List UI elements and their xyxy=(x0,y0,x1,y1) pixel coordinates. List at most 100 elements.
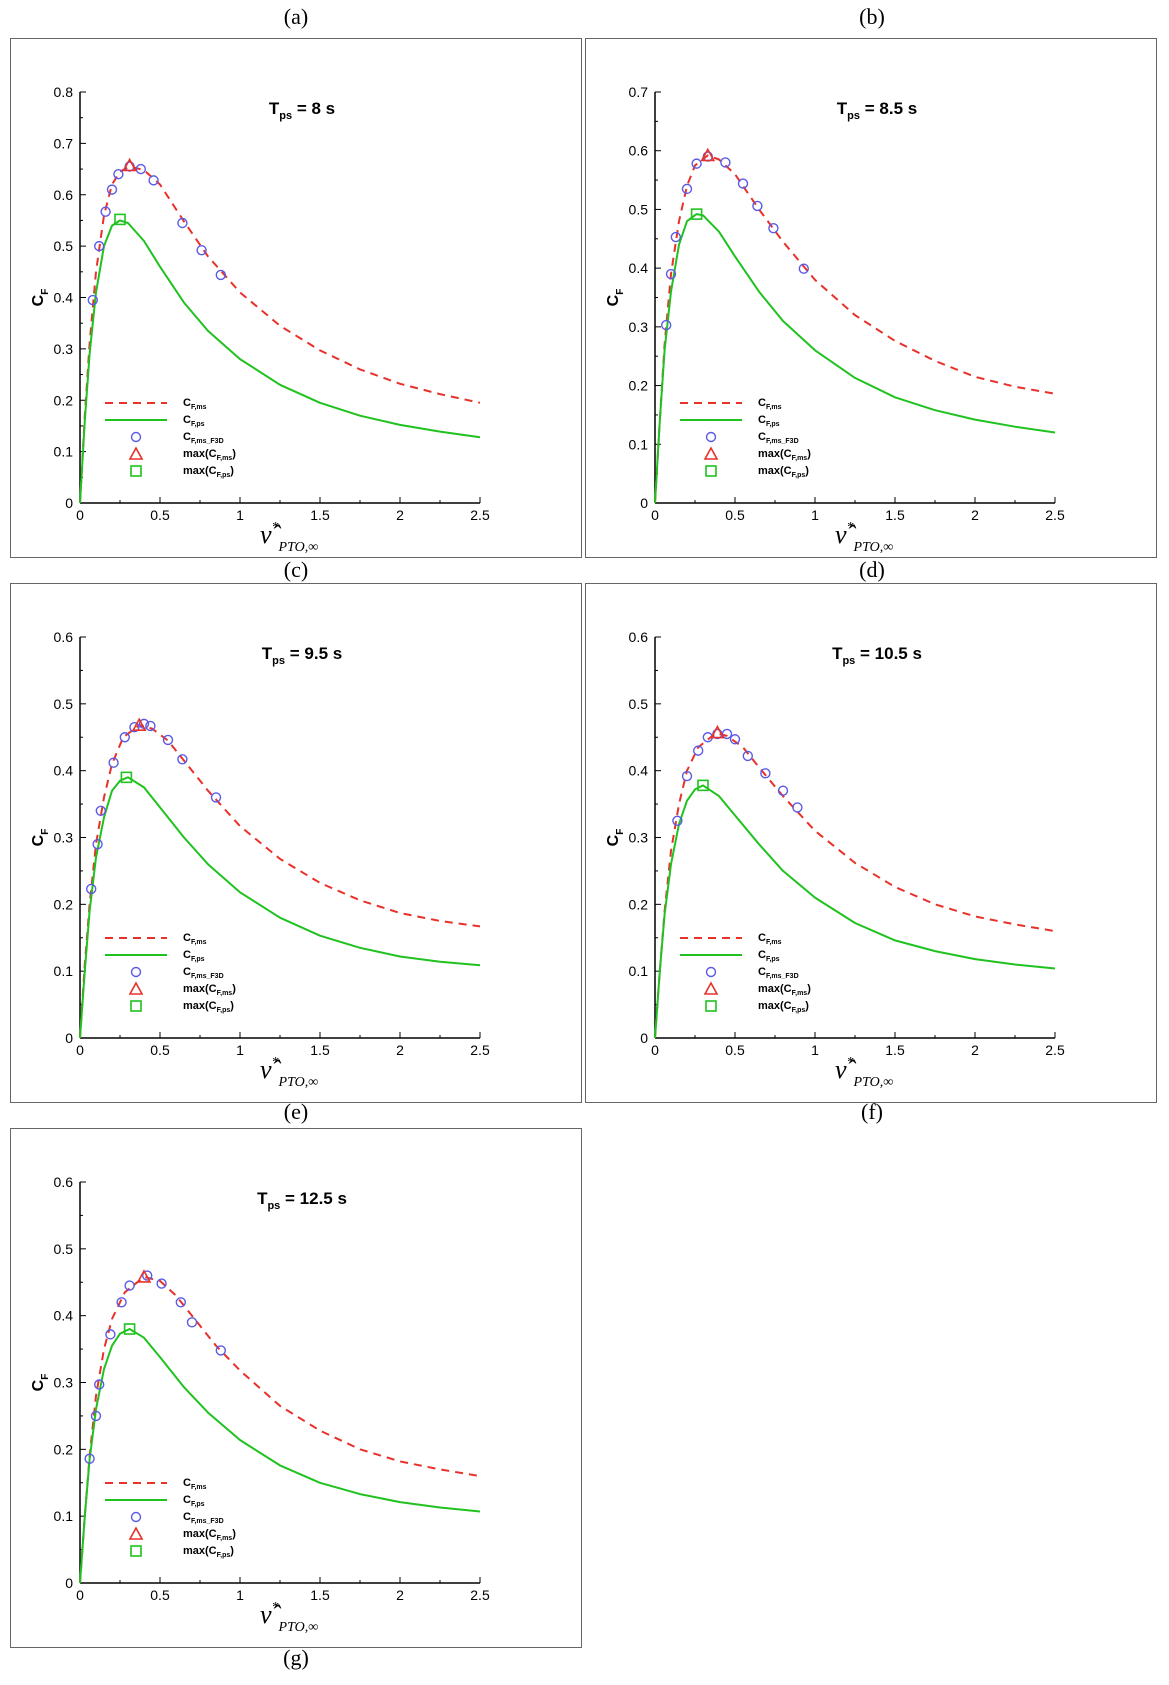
chart-c: 0 0.5 1 1.5 2 2.5 0 0.1 0.2 0.3 0.4 0.5 0.6 CF ν̂*PTO,… xyxy=(30,629,490,1090)
y-axis-label: CF xyxy=(30,289,51,307)
legend-label-f3d: CF,ms_F3D xyxy=(758,431,799,445)
legend: CF,ms CF,ps CF,ms_F3D max(CF,ms) max(CF,ps) xyxy=(105,932,236,1014)
plot-area xyxy=(654,147,1056,504)
y-tick-label: 0.4 xyxy=(629,260,649,276)
chart-title: Tps = 9.5 s xyxy=(262,644,342,667)
x-tick-label: 1 xyxy=(236,1587,244,1603)
y-tick-label: 0.7 xyxy=(54,135,74,151)
chart-panel-a: 0 0.5 1 1.5 2 2.5 0 0.1 0.2 0.3 0.4 0.5 0.6 0.7 0.8 CF ν… xyxy=(10,38,582,558)
point-f3d xyxy=(85,883,97,895)
x-tick-label: 0 xyxy=(651,507,659,523)
point-f3d xyxy=(798,263,810,274)
point-f3d xyxy=(162,734,174,746)
point-max_ps xyxy=(123,1323,136,1335)
point-f3d xyxy=(672,815,683,826)
point-f3d xyxy=(93,240,105,252)
chart-title: Tps = 8.5 s xyxy=(837,99,917,122)
y-tick-label: 0.2 xyxy=(54,896,74,912)
legend-label-ms: CF,ms xyxy=(758,397,782,411)
point-f3d xyxy=(210,792,222,803)
x-tick-label: 2.5 xyxy=(470,1042,490,1058)
y-tick-label: 0.3 xyxy=(54,341,74,357)
chart-title: Tps = 10.5 s xyxy=(832,644,922,667)
panel-label-f: (f) xyxy=(861,1099,883,1124)
x-tick-label: 1.5 xyxy=(885,1042,905,1058)
point-f3d xyxy=(156,1278,167,1289)
point-f3d xyxy=(108,757,119,768)
point-f3d xyxy=(720,157,731,168)
point-f3d xyxy=(186,1317,198,1328)
x-tick-label: 2.5 xyxy=(470,507,490,523)
point-f3d xyxy=(175,1297,187,1308)
point-f3d xyxy=(105,1329,116,1340)
y-axis-label: CF xyxy=(605,829,626,847)
y-tick-label: 0.1 xyxy=(629,963,649,979)
legend-swatch-max_ms xyxy=(128,981,144,995)
y-tick-label: 0.4 xyxy=(54,1308,74,1324)
y-tick-label: 0.3 xyxy=(629,319,649,335)
chart-b: 0 0.5 1 1.5 2 2.5 0 0.1 0.2 0.3 0.4 0.5 0.6 0.7 CF ν̂*P… xyxy=(605,84,1065,555)
point-f3d xyxy=(93,1379,105,1390)
legend-label-max_ms: max(CF,ms) xyxy=(758,448,811,462)
point-f3d xyxy=(665,268,677,280)
y-tick-label: 0.3 xyxy=(54,1375,74,1391)
y-tick-label: 0.4 xyxy=(629,763,649,779)
x-axis-label: ν̂*PTO,∞ xyxy=(260,520,318,555)
x-tick-label: 0 xyxy=(76,507,84,523)
point-f3d xyxy=(196,245,207,256)
point-f3d xyxy=(113,168,124,180)
point-f3d xyxy=(90,1410,102,1422)
series-line-ms xyxy=(654,154,1056,504)
point-max_ps xyxy=(690,208,703,220)
chart-panel-e: 0 0.5 1 1.5 2 2.5 0 0.1 0.2 0.3 0.4 0.5 0.6 CF ν̂*PTO,… xyxy=(10,1128,582,1648)
x-tick-label: 1 xyxy=(811,1042,819,1058)
y-tick-label: 0.4 xyxy=(54,763,74,779)
x-tick-label: 0 xyxy=(76,1587,84,1603)
legend-swatch-max_ps xyxy=(130,1545,142,1557)
point-f3d xyxy=(777,785,789,796)
chart-title: Tps = 12.5 s xyxy=(257,1189,347,1212)
point-f3d xyxy=(670,231,682,243)
point-f3d xyxy=(768,223,779,234)
legend-swatch-max_ps xyxy=(130,1000,142,1012)
legend-label-max_ms: max(CF,ms) xyxy=(183,448,236,462)
plot-area xyxy=(79,1269,481,1584)
x-tick-label: 2.5 xyxy=(1045,1042,1065,1058)
legend-label-ms: CF,ms xyxy=(183,1477,207,1491)
y-tick-label: 0.5 xyxy=(629,696,649,712)
chart-panel-d: 0 0.5 1 1.5 2 2.5 0 0.1 0.2 0.3 0.4 0.5 0.6 CF ν̂*PTO,… xyxy=(585,583,1157,1103)
point-f3d xyxy=(129,722,140,733)
x-tick-label: 2 xyxy=(396,507,404,523)
plot-area xyxy=(654,724,1056,1039)
point-f3d xyxy=(148,175,159,186)
legend-label-max_ms: max(CF,ms) xyxy=(183,983,236,997)
y-tick-label: 0.6 xyxy=(54,629,74,645)
x-tick-label: 0.5 xyxy=(725,1042,745,1058)
x-axis-label: ν̂*PTO,∞ xyxy=(835,520,893,555)
x-tick-label: 0.5 xyxy=(725,507,745,523)
legend-label-ms: CF,ms xyxy=(758,932,782,946)
y-axis-label: CF xyxy=(605,289,626,307)
point-f3d xyxy=(177,217,188,229)
legend-label-ms: CF,ms xyxy=(183,397,207,411)
legend-label-f3d: CF,ms_F3D xyxy=(758,966,799,980)
chart-panel-c: 0 0.5 1 1.5 2 2.5 0 0.1 0.2 0.3 0.4 0.5 0.6 CF ν̂*PTO,… xyxy=(10,583,582,1103)
x-tick-label: 0.5 xyxy=(150,1587,170,1603)
series-line-ps xyxy=(654,213,1056,504)
panel-label-c: (c) xyxy=(283,557,309,582)
point-f3d xyxy=(215,269,227,281)
point-f3d xyxy=(124,1280,135,1291)
point-max_ms xyxy=(710,724,725,739)
x-axis-label: ν̂*PTO,∞ xyxy=(260,1600,318,1635)
point-f3d xyxy=(145,720,156,732)
x-tick-label: 1.5 xyxy=(885,507,905,523)
point-f3d xyxy=(87,294,99,306)
x-tick-label: 2 xyxy=(396,1587,404,1603)
chart-e: 0 0.5 1 1.5 2 2.5 0 0.1 0.2 0.3 0.4 0.5 0.6 CF ν̂*PTO,… xyxy=(30,1174,490,1635)
series-line-ms xyxy=(654,732,1056,1039)
y-axis-label: CF xyxy=(30,1374,51,1392)
point-max_ps xyxy=(697,779,709,792)
legend: CF,ms CF,ps CF,ms_F3D max(CF,ms) max(CF,ps) xyxy=(105,1477,236,1559)
panel-label-a: (a) xyxy=(283,4,309,29)
x-tick-label: 2 xyxy=(396,1042,404,1058)
